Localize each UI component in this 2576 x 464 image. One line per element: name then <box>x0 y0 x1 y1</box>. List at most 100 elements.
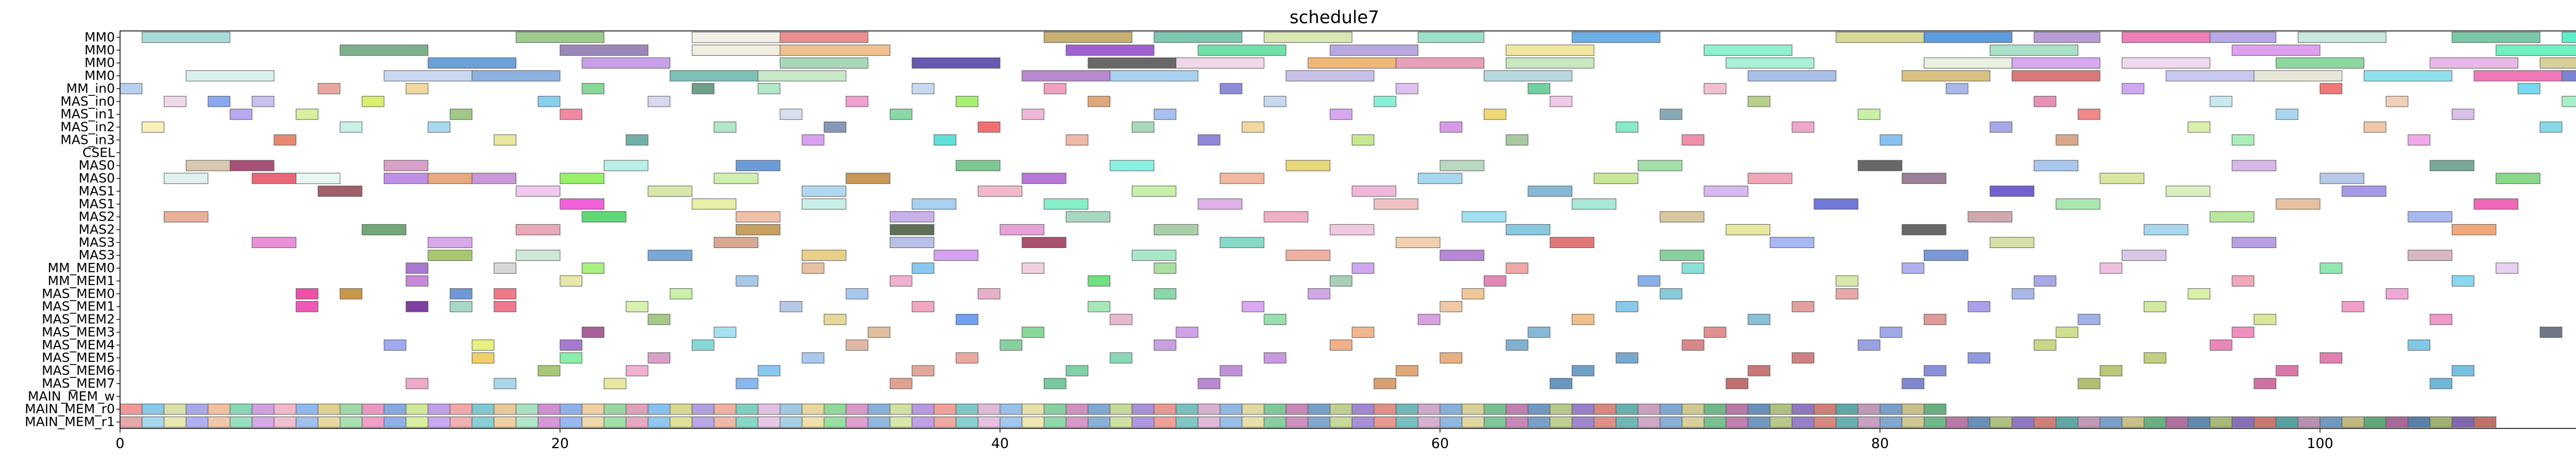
task-bar <box>230 416 252 428</box>
task-bar <box>2385 288 2409 300</box>
task-bar <box>1594 173 1638 184</box>
task-bar <box>2496 262 2518 274</box>
task-bar <box>1528 326 1551 338</box>
task-bar <box>1857 108 1880 120</box>
task-bar <box>1154 288 1177 300</box>
task-bar <box>1462 404 1484 415</box>
y-axis: MM0MM0MM0MM0MM_in0MAS_in0MAS_in1MAS_in2M… <box>25 29 120 429</box>
task-bar <box>2253 70 2343 81</box>
task-bar <box>1197 404 1221 415</box>
task-bar <box>1043 416 1066 428</box>
task-bar <box>1571 365 1595 376</box>
task-bar <box>802 404 824 415</box>
task-bar <box>1945 416 1969 428</box>
task-bar <box>757 404 781 415</box>
task-bar <box>1836 404 1858 415</box>
task-bar <box>691 339 715 351</box>
task-bar <box>1022 70 1111 81</box>
task-bar <box>2408 211 2452 223</box>
task-bar <box>1659 404 1683 415</box>
task-bar <box>1550 404 1572 415</box>
task-bar <box>2297 31 2386 43</box>
task-bar <box>1659 416 1683 428</box>
task-bar <box>2122 31 2211 43</box>
task-bar <box>1263 352 1286 363</box>
task-bar <box>1791 404 1815 415</box>
task-bar <box>1110 416 1132 428</box>
task-bar <box>1637 404 1660 415</box>
task-bar <box>2562 70 2576 81</box>
task-bar <box>2496 44 2576 56</box>
task-bar <box>1330 339 1352 351</box>
task-bar <box>736 404 758 415</box>
task-bar <box>911 57 1001 69</box>
task-bar <box>1439 352 1463 363</box>
task-bar <box>2364 121 2386 133</box>
task-bar <box>1462 211 1506 223</box>
task-bar <box>1791 121 1815 133</box>
task-bar <box>1483 416 1506 428</box>
task-bar <box>1902 404 1925 415</box>
task-bar <box>1308 288 1331 300</box>
task-bar <box>1483 275 1506 287</box>
task-bar <box>1374 378 1397 389</box>
task-bar <box>757 70 846 81</box>
task-bar <box>691 404 715 415</box>
task-bar <box>1571 198 1617 210</box>
task-bar <box>1285 250 1331 261</box>
task-bar <box>2231 416 2255 428</box>
task-bar <box>714 237 758 248</box>
task-bar <box>1396 416 1418 428</box>
task-bar <box>1550 416 1572 428</box>
task-bar <box>934 250 978 261</box>
task-bar <box>2011 57 2100 69</box>
task-bar <box>648 96 671 107</box>
task-bar <box>142 404 164 415</box>
task-bar <box>2033 275 2057 287</box>
task-bar <box>2033 416 2057 428</box>
task-bar <box>1088 96 1111 107</box>
task-bar <box>802 416 824 428</box>
task-bar <box>120 83 143 94</box>
task-bar <box>2276 57 2365 69</box>
task-bar <box>163 96 187 107</box>
task-bar <box>714 404 737 415</box>
task-bar <box>1439 416 1463 428</box>
x-tick-label: 20 <box>551 436 569 452</box>
task-bar <box>1528 186 1572 197</box>
task-bar <box>428 250 472 261</box>
task-bar <box>1285 70 1375 81</box>
task-bar <box>1088 275 1111 287</box>
task-bar <box>1857 416 1880 428</box>
task-bar <box>2210 339 2232 351</box>
task-bar <box>560 44 649 56</box>
task-bar <box>2077 108 2100 120</box>
task-bar <box>2430 378 2452 389</box>
row-label: MAS_MEM3 <box>42 324 115 339</box>
task-bar <box>2210 416 2232 428</box>
task-bar <box>1814 416 1837 428</box>
task-bar <box>405 83 429 94</box>
task-bar <box>1902 416 1925 428</box>
task-bar <box>2231 160 2277 171</box>
task-bar <box>2122 416 2145 428</box>
task-bar <box>956 404 978 415</box>
task-bar <box>691 44 781 56</box>
task-bar <box>2496 173 2540 184</box>
task-bar <box>383 160 429 171</box>
task-bar <box>1924 313 1946 325</box>
task-bar <box>1263 416 1286 428</box>
task-bar <box>1088 404 1111 415</box>
task-bar <box>1285 404 1309 415</box>
task-bar <box>1791 301 1815 312</box>
task-bar <box>1594 404 1617 415</box>
task-bar <box>625 301 649 312</box>
task-bar <box>494 134 517 146</box>
task-bar <box>494 301 517 312</box>
task-bar <box>1219 237 1264 248</box>
task-bar <box>1968 211 2012 223</box>
task-bar <box>670 404 692 415</box>
task-bar <box>890 224 935 236</box>
task-bar <box>1154 404 1177 415</box>
task-bar <box>251 237 297 248</box>
